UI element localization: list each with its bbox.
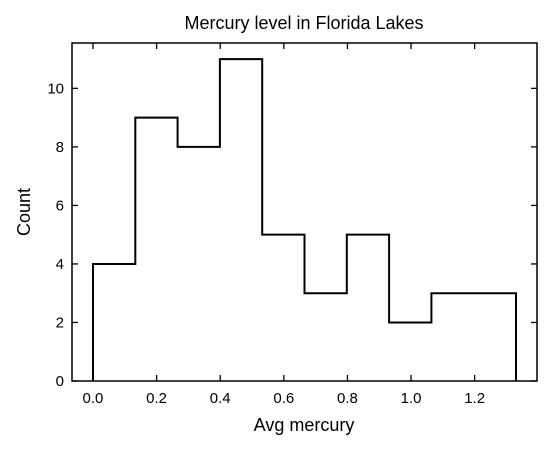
x-tick-label: 0.8 [337, 390, 358, 407]
chart-title: Mercury level in Florida Lakes [184, 13, 423, 33]
histogram-step-line [91, 58, 518, 381]
histogram-bin [389, 322, 431, 381]
histogram-bin [474, 293, 516, 381]
histogram-bin [347, 235, 389, 381]
x-tick-label: 1.2 [464, 390, 485, 407]
x-tick-label: 0.6 [273, 390, 294, 407]
x-tick-label: 1.0 [401, 390, 422, 407]
y-tick-label: 6 [56, 197, 64, 214]
y-tick-label: 0 [56, 373, 64, 390]
y-axis-label: Count [14, 188, 34, 236]
histogram-bin [431, 293, 473, 381]
histogram-bin [178, 147, 220, 381]
x-tick-label: 0.4 [210, 390, 231, 407]
plot-frame [71, 42, 538, 382]
y-tick-label: 10 [47, 80, 64, 97]
histogram-bin [305, 293, 347, 381]
y-tick-label: 2 [56, 314, 64, 331]
x-tick-label: 0.0 [83, 390, 104, 407]
x-tick-label: 0.2 [146, 390, 167, 407]
histogram-bin [135, 118, 177, 381]
y-tick-label: 4 [56, 256, 64, 273]
y-tick-label: 8 [56, 139, 64, 156]
histogram-bin [93, 264, 135, 381]
histogram-bin [262, 235, 304, 381]
histogram-bin [220, 59, 262, 381]
plot-area: 0.0 0.2 0.4 0.6 0.8 1.0 1.2 0 2 4 6 8 10 [47, 42, 538, 407]
x-axis-label: Avg mercury [254, 415, 355, 435]
